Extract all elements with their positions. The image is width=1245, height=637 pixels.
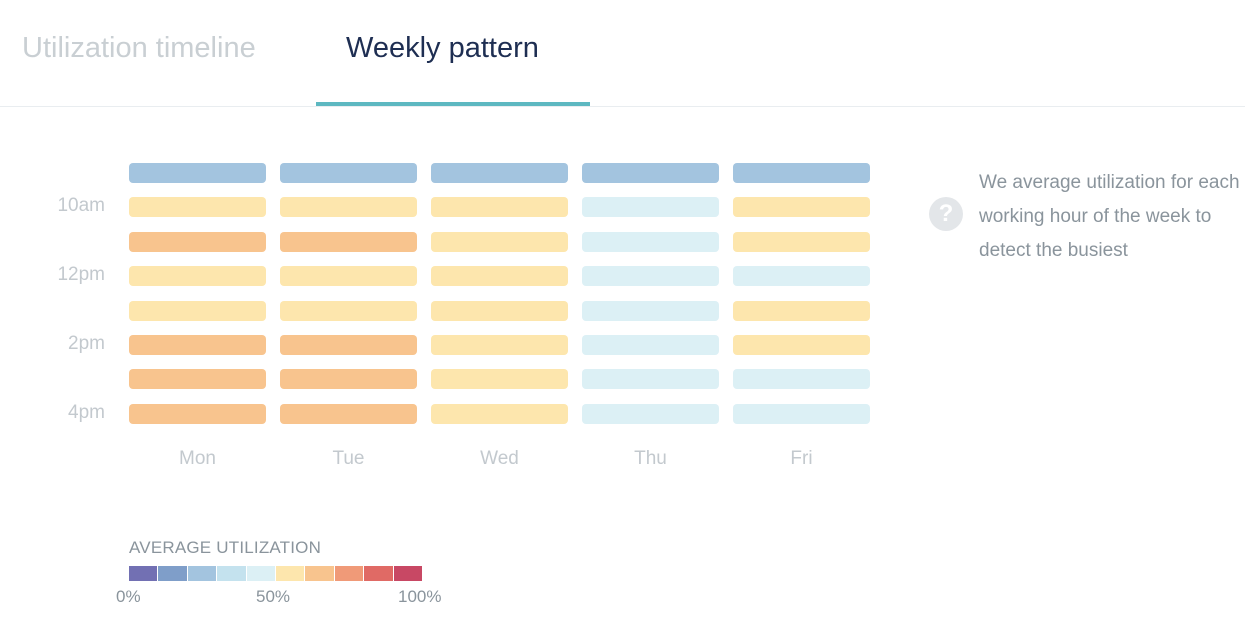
legend-swatch [246,566,276,581]
heatmap-cell[interactable] [129,231,266,252]
question-icon[interactable]: ? [929,197,963,231]
heatmap-cell[interactable] [733,197,870,218]
heatmap-cell[interactable] [129,197,266,218]
legend-swatch [129,566,158,581]
heatmap-cell[interactable] [431,369,568,390]
heatmap-cell[interactable] [431,403,568,424]
legend-swatch [334,566,364,581]
heatmap-cell[interactable] [582,335,719,355]
heatmap-cell[interactable] [733,266,870,287]
legend-swatch [364,566,393,581]
y-axis-label: 4pm [68,401,105,423]
x-axis-label: Fri [790,448,813,469]
heatmap-cell[interactable] [129,335,266,355]
x-axis-label: Wed [480,448,519,469]
heatmap-cell[interactable] [733,163,870,183]
legend-title: AVERAGE UTILIZATION [129,538,322,557]
heatmap-cell[interactable] [431,300,568,321]
heatmap-cell[interactable] [582,369,719,390]
legend-max-label: 100% [398,587,442,606]
legend-color-scale [129,566,423,581]
legend-swatch [276,566,305,581]
y-axis-label: 2pm [68,333,105,354]
legend-mid-label: 50% [256,587,291,606]
utilization-heatmap: 10am 12pm 2pm 4pm Mon Tue Wed Thu Fri [57,163,870,469]
heatmap-cell[interactable] [431,163,568,183]
x-axis-label: Tue [332,448,365,469]
heatmap-cell[interactable] [280,369,417,390]
x-axis-label: Thu [634,448,667,469]
heatmap-cell[interactable] [733,369,870,390]
x-axis-label: Mon [179,448,216,469]
heatmap-cell[interactable] [280,403,417,424]
heatmap-cell[interactable] [129,300,266,321]
info-text: We average utilization for each working … [979,172,1240,261]
heatmap-cell[interactable] [733,231,870,252]
heatmap-cell[interactable] [733,403,870,424]
heatmap-cell[interactable] [280,335,417,355]
active-tab-indicator [316,102,590,106]
tab-utilization-timeline[interactable]: Utilization timeline [22,32,256,64]
tab-weekly-pattern[interactable]: Weekly pattern [346,32,539,64]
heatmap-cell[interactable] [733,335,870,355]
heatmap-cell[interactable] [280,300,417,321]
heatmap-cell[interactable] [431,266,568,287]
legend-swatch [217,566,246,581]
y-axis-label: 10am [57,195,105,217]
legend-swatch [305,566,334,581]
legend-min-label: 0% [116,587,141,606]
heatmap-cell[interactable] [582,231,719,252]
heatmap-cell[interactable] [280,266,417,287]
legend-swatch [187,566,217,581]
heatmap-cell[interactable] [280,197,417,218]
heatmap-cell[interactable] [582,403,719,424]
heatmap-cell[interactable] [280,231,417,252]
heatmap-cell[interactable] [733,300,870,321]
heatmap-cell[interactable] [129,163,266,183]
heatmap-cell[interactable] [129,403,266,424]
heatmap-cell[interactable] [431,231,568,252]
heatmap-cell[interactable] [582,266,719,287]
heatmap-cell[interactable] [280,163,417,183]
heatmap-cell[interactable] [582,300,719,321]
tab-bar: Utilization timeline Weekly pattern [0,0,1245,107]
heatmap-cell[interactable] [129,266,266,287]
heatmap-cell[interactable] [582,197,719,218]
legend-swatch [158,566,187,581]
y-axis-label: 12pm [57,264,105,286]
legend-swatch [393,566,423,581]
heatmap-cell[interactable] [129,369,266,390]
heatmap-cell[interactable] [431,197,568,218]
heatmap-cell[interactable] [582,163,719,183]
heatmap-cell[interactable] [431,335,568,355]
